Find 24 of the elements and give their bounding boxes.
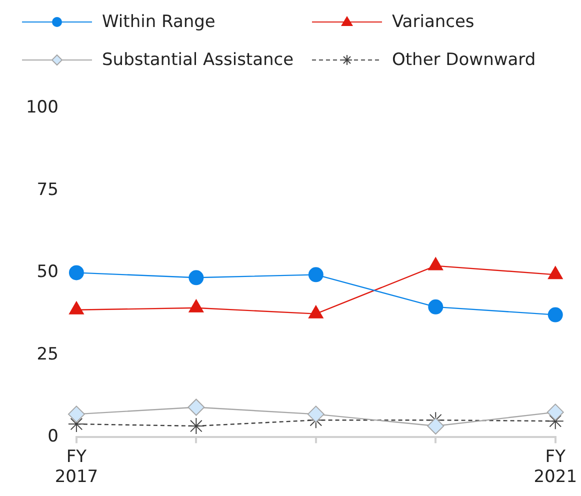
x-tick-label: FY 2017 bbox=[54, 446, 98, 488]
y-tick-label: 50 bbox=[36, 262, 58, 282]
legend-label: Substantial Assistance bbox=[102, 50, 294, 70]
point bbox=[68, 265, 84, 280]
legend-label: Other Downward bbox=[392, 50, 536, 70]
y-tick-label: 25 bbox=[36, 344, 58, 364]
x-tick-label: FY 2021 bbox=[534, 446, 577, 488]
point bbox=[188, 398, 205, 416]
point bbox=[188, 270, 204, 286]
point bbox=[548, 266, 563, 280]
point bbox=[307, 406, 324, 423]
point bbox=[428, 299, 444, 314]
legend-label: Variances bbox=[392, 12, 474, 32]
point bbox=[188, 418, 205, 435]
point bbox=[428, 257, 444, 270]
point bbox=[68, 406, 85, 423]
y-tick-label: 75 bbox=[36, 180, 58, 200]
y-tick-label: 0 bbox=[48, 426, 58, 447]
legend-label: Within Range bbox=[102, 12, 216, 32]
y-tick-label: 100 bbox=[26, 98, 58, 118]
point bbox=[546, 404, 564, 421]
point bbox=[427, 418, 444, 435]
point bbox=[548, 307, 563, 322]
point bbox=[308, 267, 324, 282]
